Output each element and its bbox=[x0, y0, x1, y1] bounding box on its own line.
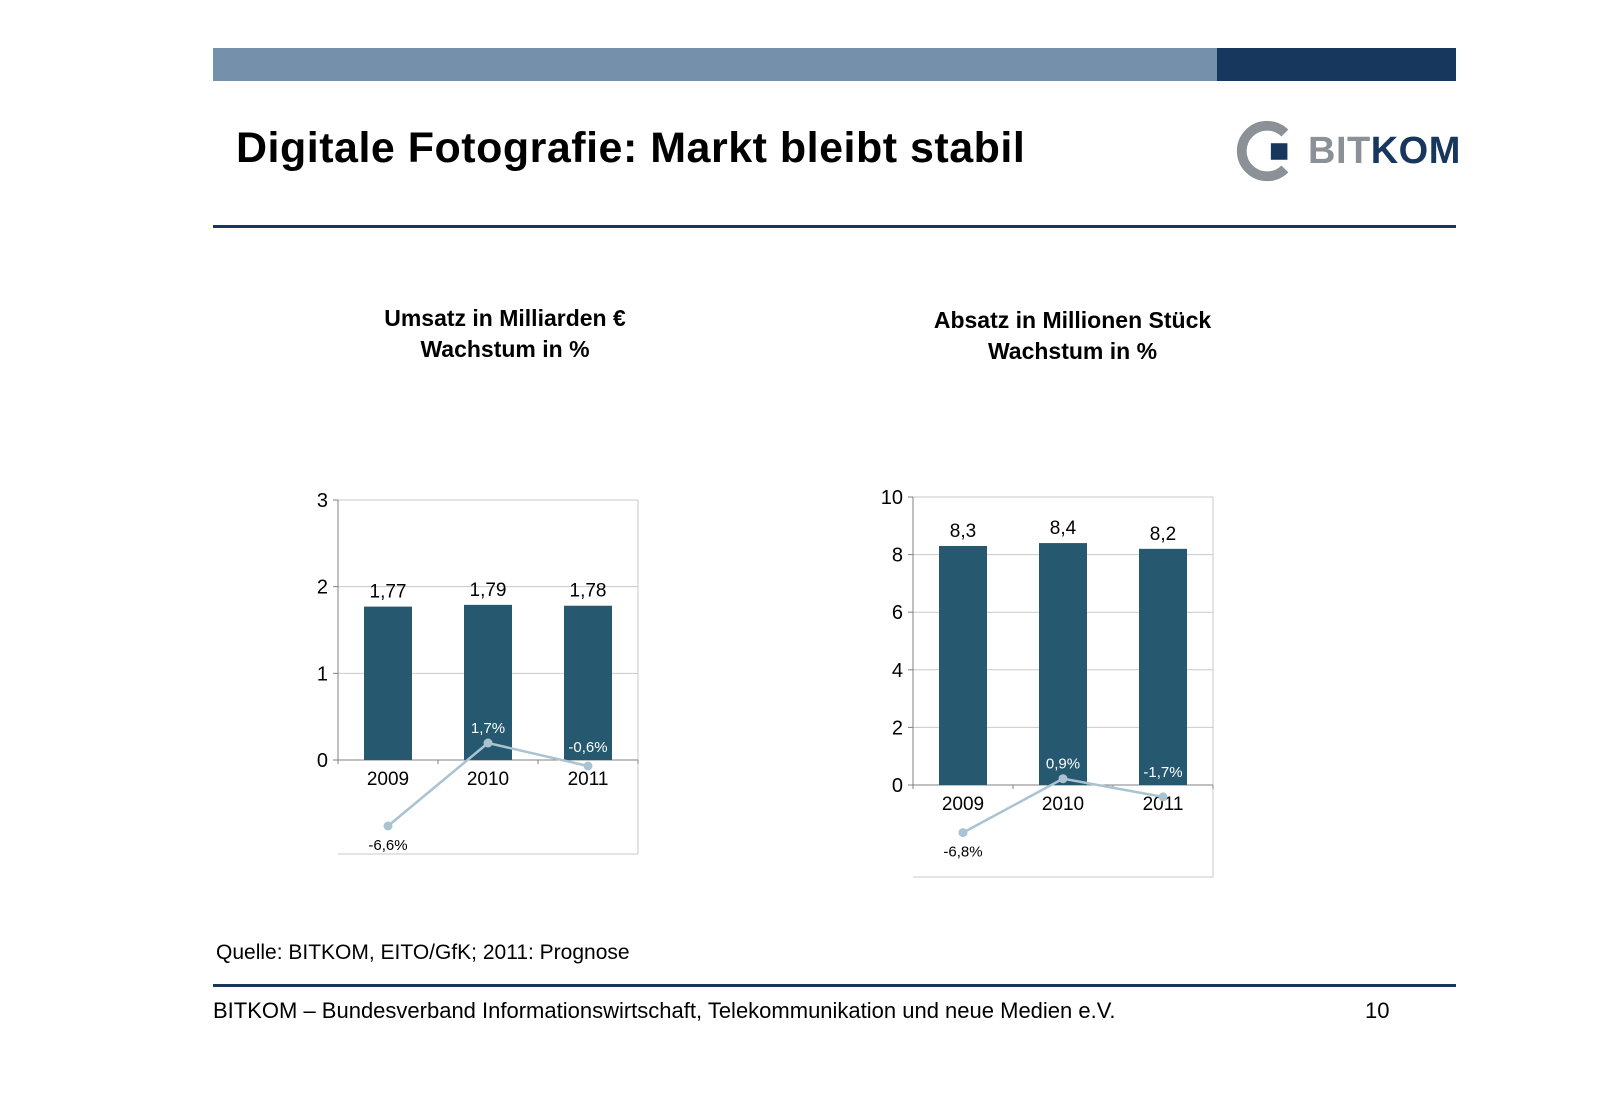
y-axis-label: 8 bbox=[892, 545, 903, 567]
bar-2009 bbox=[364, 606, 412, 760]
y-axis-label: 0 bbox=[892, 775, 903, 797]
title-divider bbox=[213, 225, 1456, 228]
footer-divider bbox=[213, 984, 1456, 987]
y-axis-label: 6 bbox=[892, 602, 903, 624]
page-number: 10 bbox=[1365, 998, 1390, 1023]
logo-text-kom: KOM bbox=[1370, 129, 1461, 172]
bar-value-label: 1,77 bbox=[370, 582, 407, 603]
slide-title: Digitale Fotografie: Markt bleibt stabil bbox=[236, 124, 1026, 172]
growth-label: -0,6% bbox=[568, 739, 607, 756]
bar-2009 bbox=[939, 545, 987, 785]
x-axis-label: 2009 bbox=[367, 769, 409, 790]
y-axis-label: 0 bbox=[317, 750, 328, 772]
bitkom-logo-text: BITKOM bbox=[1308, 130, 1461, 173]
bar-2010 bbox=[1039, 543, 1087, 785]
bar-value-label: 8,4 bbox=[1050, 518, 1077, 539]
growth-point bbox=[958, 828, 968, 838]
umsatz-title-line1: Umsatz in Milliarden € bbox=[384, 305, 626, 331]
bar-value-label: 1,78 bbox=[570, 581, 607, 602]
y-axis-label: 10 bbox=[881, 487, 903, 509]
absatz-chart-title: Absatz in Millionen Stück Wachstum in % bbox=[875, 305, 1270, 367]
absatz-title-line1: Absatz in Millionen Stück bbox=[933, 307, 1212, 333]
umsatz-chart-title: Umsatz in Milliarden € Wachstum in % bbox=[315, 303, 695, 365]
top-bar-dark-segment bbox=[1217, 48, 1456, 81]
y-axis-label: 2 bbox=[892, 717, 903, 739]
growth-point bbox=[583, 761, 593, 771]
x-axis-label: 2011 bbox=[568, 769, 609, 790]
x-axis-label: 2010 bbox=[1042, 794, 1084, 815]
bar-value-label: 8,2 bbox=[1150, 524, 1176, 545]
growth-label: -6,6% bbox=[368, 837, 407, 854]
source-note: Quelle: BITKOM, EITO/GfK; 2011: Prognose bbox=[216, 941, 630, 964]
y-axis-label: 3 bbox=[317, 490, 328, 512]
x-axis-label: 2010 bbox=[467, 769, 509, 790]
bar-2010 bbox=[464, 604, 512, 760]
umsatz-chart: 0 1 2 3 1,77 2009 1,79 2010 1,78 2011 -6,6% 1,7% -0,… bbox=[317, 490, 639, 855]
top-bar bbox=[213, 48, 1456, 81]
absatz-title-line2: Wachstum in % bbox=[987, 338, 1158, 364]
logo-text-bit: BIT bbox=[1308, 129, 1371, 172]
top-bar-light-segment bbox=[213, 48, 1217, 81]
bitkom-logo: BITKOM bbox=[1232, 116, 1461, 186]
growth-label: -1,7% bbox=[1143, 764, 1182, 781]
y-axis-label: 4 bbox=[892, 660, 903, 682]
footer-text: BITKOM – Bundesverband Informationswirts… bbox=[213, 998, 1116, 1023]
bar-value-label: 1,79 bbox=[470, 580, 507, 601]
growth-point bbox=[1058, 774, 1068, 784]
growth-point bbox=[383, 821, 393, 831]
bar-value-label: 8,3 bbox=[950, 521, 976, 542]
absatz-chart: 0 2 4 6 8 10 8,3 2009 8,4 2010 8,2 2011 -6,8% 0,9% -1,… bbox=[881, 487, 1214, 878]
growth-label: 0,9% bbox=[1046, 756, 1080, 773]
bar-2011 bbox=[564, 605, 612, 760]
growth-point bbox=[1158, 792, 1168, 802]
umsatz-title-line2: Wachstum in % bbox=[420, 336, 590, 362]
growth-label: 1,7% bbox=[471, 720, 505, 737]
y-axis-label: 1 bbox=[317, 663, 328, 685]
y-axis-label: 2 bbox=[317, 577, 328, 599]
bar-2011 bbox=[1139, 548, 1187, 785]
x-axis-label: 2009 bbox=[942, 794, 984, 815]
growth-point bbox=[483, 738, 493, 748]
growth-label: -6,8% bbox=[943, 844, 982, 861]
bitkom-logo-icon bbox=[1236, 120, 1289, 182]
x-axis-label: 2011 bbox=[1143, 794, 1184, 815]
